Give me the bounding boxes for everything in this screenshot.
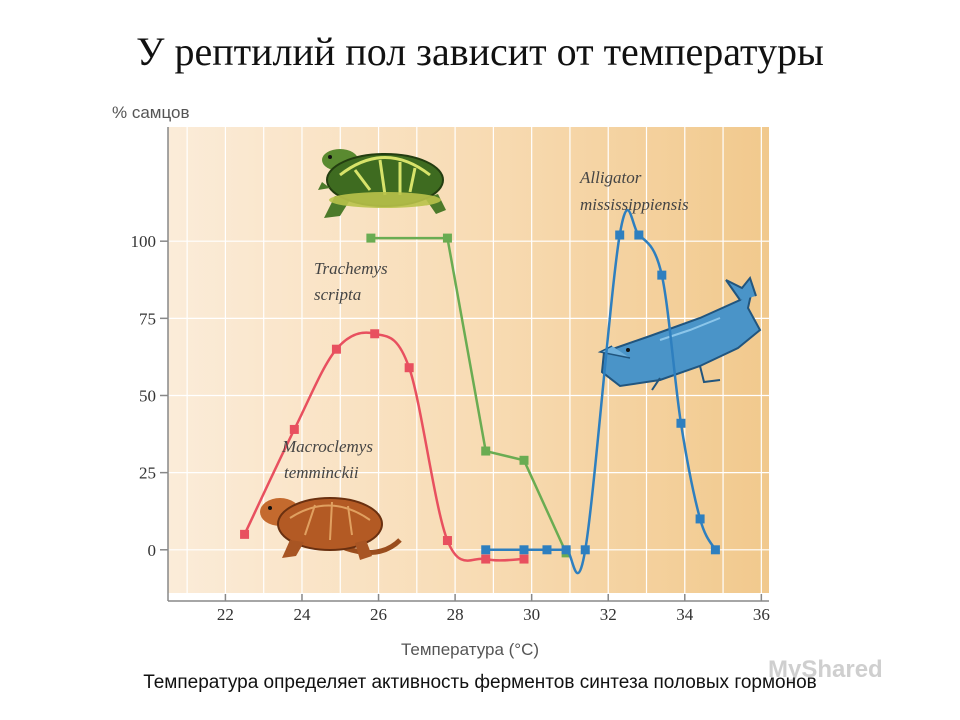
- species-label-macroclemys-line2: temminckii: [284, 463, 359, 482]
- x-tick-label: 24: [293, 605, 311, 624]
- data-point-marker: [710, 545, 720, 555]
- data-point-marker: [442, 233, 452, 243]
- slide-title: У рептилий пол зависит от температуры: [136, 29, 824, 74]
- x-tick-label: 30: [523, 605, 540, 624]
- data-point-marker: [676, 418, 686, 428]
- data-point-marker: [634, 230, 644, 240]
- data-point-marker: [519, 545, 529, 555]
- data-point-marker: [580, 545, 590, 555]
- data-point-marker: [695, 514, 705, 524]
- data-point-marker: [370, 329, 380, 339]
- series-layer: [240, 208, 720, 575]
- series-label-trachemys: Trachemys scripta: [314, 259, 388, 304]
- data-point-marker: [615, 230, 625, 240]
- x-tick-label: 36: [753, 605, 770, 624]
- x-tick-label: 34: [676, 605, 694, 624]
- data-point-marker: [240, 529, 250, 539]
- data-point-marker: [657, 270, 667, 280]
- series-label-macroclemys: Macroclemys temminckii: [281, 437, 373, 482]
- data-point-marker: [561, 545, 571, 555]
- data-point-marker: [519, 455, 529, 465]
- series-label-alligator: Alligator mississippiensis: [579, 168, 689, 214]
- data-point-marker: [481, 545, 491, 555]
- y-tick-label: 50: [139, 386, 156, 405]
- slide-caption: Температура определяет активность фермен…: [143, 672, 817, 693]
- data-point-marker: [404, 363, 414, 373]
- data-point-marker: [366, 233, 376, 243]
- species-label-macroclemys-line1: Macroclemys: [281, 437, 373, 456]
- y-tick-label: 0: [148, 541, 157, 560]
- species-label-alligator-line2: mississippiensis: [580, 195, 689, 214]
- y-tick-label: 75: [139, 309, 156, 328]
- species-label-alligator-line1: Alligator: [579, 168, 642, 187]
- x-tick-label: 26: [370, 605, 387, 624]
- data-point-marker: [331, 344, 341, 354]
- data-point-marker: [481, 554, 491, 564]
- x-tick-label: 28: [447, 605, 464, 624]
- species-label-trachemys-line1: Trachemys: [314, 259, 388, 278]
- species-label-trachemys-line2: scripta: [314, 285, 361, 304]
- turtle-illustration: [318, 149, 446, 218]
- data-point-marker: [289, 424, 299, 434]
- data-point-marker: [542, 545, 552, 555]
- data-point-marker: [519, 554, 529, 564]
- chart: 0 25 50 75 100 22 24 26 28 30 32 34 36 % самцов Темп…: [112, 103, 770, 659]
- x-axis-title: Температура (°C): [401, 640, 539, 659]
- x-tick-label: 22: [217, 605, 234, 624]
- x-tick-label: 32: [600, 605, 617, 624]
- data-point-marker: [442, 536, 452, 546]
- y-axis-title: % самцов: [112, 103, 190, 122]
- data-point-marker: [481, 446, 491, 456]
- watermark-logo: MyShared: [768, 656, 883, 683]
- y-tick-label: 25: [139, 464, 156, 483]
- snapping-turtle-illustration: [260, 497, 402, 560]
- y-tick-label: 100: [131, 232, 157, 251]
- axes: 0 25 50 75 100 22 24 26 28 30 32 34 36: [131, 127, 770, 624]
